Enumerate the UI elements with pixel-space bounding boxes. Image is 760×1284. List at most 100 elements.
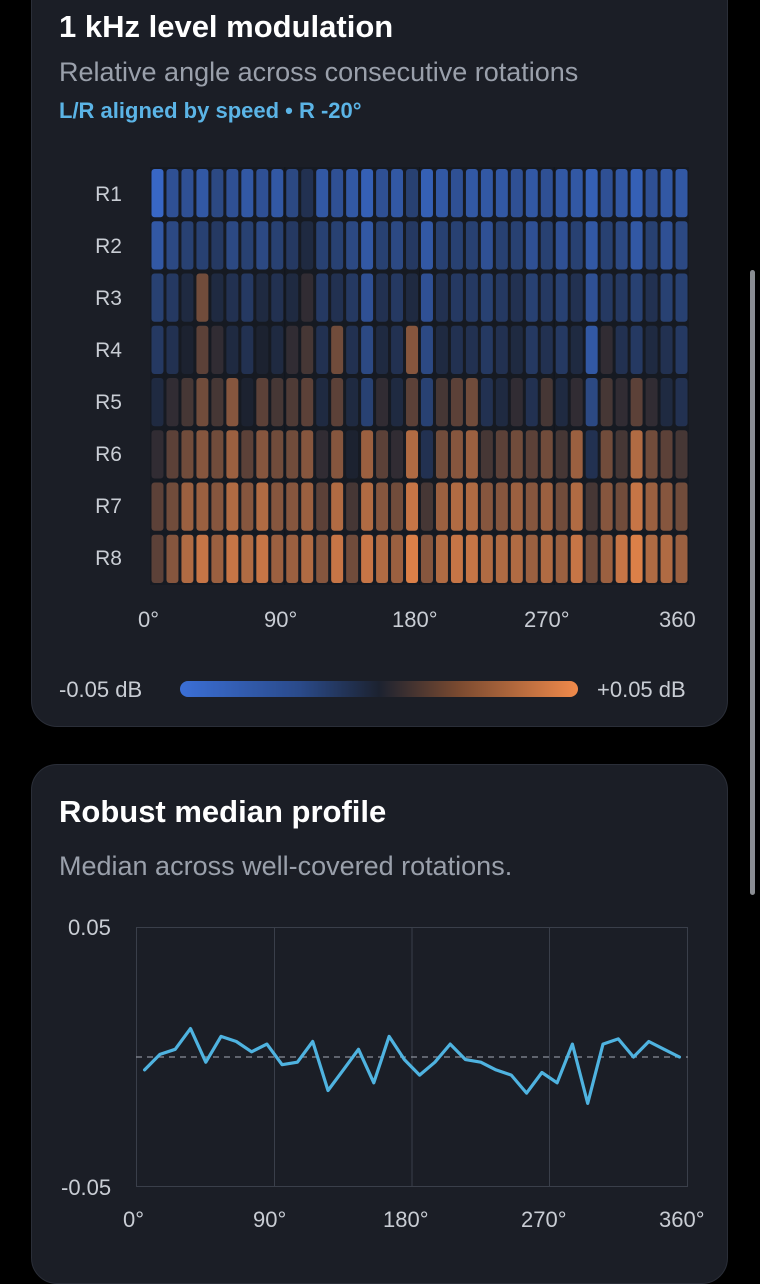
- heatmap-cell: [660, 378, 673, 427]
- heatmap-cell: [630, 273, 643, 322]
- heatmap-cell: [241, 169, 254, 218]
- row-label: R6: [95, 443, 122, 466]
- heatmap-cell: [286, 169, 299, 218]
- heatmap-cell: [256, 221, 269, 270]
- heatmap-cell: [361, 378, 374, 427]
- x-tick-label: 360: [659, 607, 696, 632]
- heatmap-cell: [166, 430, 179, 479]
- heatmap-cell: [570, 169, 583, 218]
- heatmap-cell: [406, 221, 418, 270]
- heatmap-cell: [615, 430, 628, 479]
- heatmap-cell: [361, 221, 374, 270]
- card-title: Robust median profile: [59, 794, 387, 829]
- heatmap-cell: [301, 169, 314, 218]
- heatmap-cell: [391, 378, 404, 427]
- heatmap-cell: [211, 534, 224, 583]
- heatmap-cell: [406, 482, 418, 531]
- heatmap-cell: [525, 534, 538, 583]
- heatmap-cell: [585, 430, 598, 479]
- profile-plot: [136, 927, 688, 1187]
- heatmap-cell: [570, 221, 583, 270]
- heatmap-cell: [495, 325, 508, 374]
- heatmap-cell: [391, 221, 404, 270]
- heatmap-cell: [346, 169, 359, 218]
- heatmap-cell: [510, 430, 523, 479]
- heatmap-cell: [660, 169, 673, 218]
- heatmap-cell: [630, 325, 643, 374]
- heatmap-cell: [570, 482, 583, 531]
- heatmap-cell: [675, 273, 688, 322]
- heatmap-cell: [391, 325, 404, 374]
- heatmap-cell: [540, 378, 553, 427]
- heatmap-cell: [555, 534, 568, 583]
- heatmap-cell: [241, 534, 254, 583]
- heatmap-cell: [480, 273, 493, 322]
- heatmap-cell: [630, 221, 643, 270]
- heatmap-cell: [585, 169, 598, 218]
- heatmap-cell: [211, 221, 224, 270]
- x-tick-label: 360°: [659, 1207, 705, 1232]
- heatmap-cell: [660, 273, 673, 322]
- heatmap-cell: [286, 534, 299, 583]
- x-tick-label: 270°: [524, 607, 570, 632]
- heatmap-cell: [675, 534, 688, 583]
- heatmap-cell: [555, 482, 568, 531]
- heatmap-cell: [480, 169, 493, 218]
- heatmap-cell: [525, 169, 538, 218]
- heatmap-cell: [555, 430, 568, 479]
- heatmap-cell: [630, 534, 643, 583]
- heatmap-cell: [525, 325, 538, 374]
- heatmap-cell: [391, 482, 404, 531]
- heatmap-cell: [495, 273, 508, 322]
- heatmap-cell: [421, 325, 433, 374]
- heatmap-cell: [376, 534, 389, 583]
- heatmap-cell: [211, 169, 224, 218]
- heatmap-cell: [376, 378, 389, 427]
- heatmap-cell: [525, 430, 538, 479]
- profile-card: Robust median profile Median across well…: [31, 764, 728, 1284]
- heatmap-cell: [196, 221, 209, 270]
- heatmap-cell: [480, 482, 493, 531]
- heatmap-cell: [510, 325, 523, 374]
- heatmap-cell: [645, 378, 658, 427]
- heatmap-cell: [376, 482, 389, 531]
- row-label: R3: [95, 287, 122, 310]
- row-label: R4: [95, 339, 122, 362]
- heatmap-cell: [181, 534, 194, 583]
- heatmap-card: 1 kHz level modulation Relative angle ac…: [31, 0, 728, 727]
- heatmap-cell: [435, 325, 448, 374]
- legend-max-label: +0.05 dB: [597, 677, 686, 702]
- heatmap-cell: [346, 325, 359, 374]
- color-legend-bar: [180, 681, 578, 697]
- heatmap-cell: [391, 430, 404, 479]
- scrollbar[interactable]: [750, 270, 755, 895]
- heatmap-cell: [406, 534, 418, 583]
- heatmap-cell: [331, 534, 344, 583]
- heatmap-cell: [525, 378, 538, 427]
- heatmap-cell: [540, 273, 553, 322]
- heatmap-plot: [150, 167, 689, 585]
- heatmap-cell: [465, 273, 478, 322]
- heatmap-cell: [271, 169, 284, 218]
- heatmap-cell: [151, 169, 164, 218]
- heatmap-cell: [376, 169, 389, 218]
- heatmap-cell: [286, 325, 299, 374]
- heatmap-cell: [391, 169, 404, 218]
- heatmap-cell: [196, 169, 209, 218]
- heatmap-cell: [271, 325, 284, 374]
- heatmap-cell: [361, 169, 374, 218]
- heatmap-cell: [331, 221, 344, 270]
- heatmap-cell: [660, 325, 673, 374]
- heatmap-cell: [615, 482, 628, 531]
- heatmap-cell: [450, 378, 463, 427]
- heatmap-cell: [421, 221, 433, 270]
- heatmap-cell: [391, 273, 404, 322]
- heatmap-cell: [435, 378, 448, 427]
- heatmap-cell: [435, 430, 448, 479]
- heatmap-cell: [151, 378, 164, 427]
- heatmap-cell: [600, 169, 613, 218]
- heatmap-cell: [391, 534, 404, 583]
- heatmap-cell: [226, 325, 239, 374]
- heatmap-cell: [166, 169, 179, 218]
- heatmap-cell: [166, 221, 179, 270]
